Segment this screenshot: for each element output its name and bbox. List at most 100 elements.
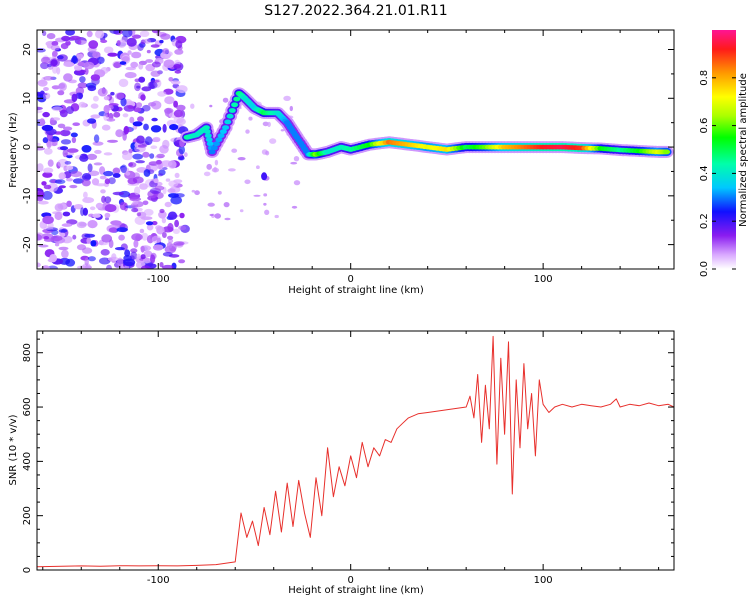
noise-speckle (118, 78, 129, 88)
noise-speckle (57, 123, 66, 129)
noise-speckle (47, 182, 59, 192)
noise-speckle (62, 149, 68, 158)
noise-speckle (248, 116, 253, 121)
noise-speckle (262, 121, 269, 127)
noise-speckle (173, 109, 183, 118)
noise-speckle (172, 228, 180, 234)
noise-speckle (90, 240, 97, 247)
noise-speckle (103, 112, 108, 121)
noise-speckle (264, 209, 270, 215)
noise-speckle (190, 103, 195, 109)
noise-speckle (142, 200, 149, 206)
x-tick-label: -100 (147, 274, 170, 285)
noise-speckle (99, 257, 111, 265)
noise-speckle (173, 241, 185, 246)
noise-speckle (143, 169, 151, 177)
noise-speckle (129, 116, 135, 124)
noise-speckle (119, 201, 127, 211)
noise-speckle (66, 200, 72, 207)
noise-speckle (41, 124, 54, 132)
noise-speckle (66, 178, 73, 182)
noise-speckle (108, 227, 118, 233)
noise-speckle (132, 121, 143, 127)
noise-speckle (77, 62, 86, 67)
noise-speckle (150, 254, 156, 264)
noise-speckle (138, 76, 146, 83)
ridge-mark (210, 145, 218, 151)
x-tick-label: 0 (348, 274, 354, 285)
snr-panel: -100 0 100 0 200 400 600 800 Height of straight… (8, 330, 675, 596)
noise-speckle (94, 149, 102, 154)
noise-speckle (120, 97, 127, 107)
noise-speckle (139, 30, 150, 37)
noise-speckle (129, 197, 142, 202)
noise-speckle (214, 213, 221, 219)
noise-speckle (293, 180, 301, 186)
noise-speckle (209, 213, 214, 217)
noise-speckle (37, 147, 46, 151)
noise-speckle (47, 265, 58, 269)
noise-speckle (159, 262, 164, 268)
noise-speckle (162, 123, 167, 133)
noise-speckle (43, 76, 54, 81)
noise-speckle (154, 185, 165, 191)
noise-speckle (253, 194, 261, 197)
noise-speckle (103, 170, 114, 177)
snr-x-axis-label: Height of straight line (km) (288, 585, 424, 596)
noise-speckle (61, 249, 69, 259)
noise-speckle (84, 233, 96, 238)
noise-speckle (104, 196, 112, 204)
noise-speckle (116, 227, 128, 233)
noise-speckle (37, 163, 44, 172)
noise-speckle (156, 226, 165, 235)
noise-speckle (58, 229, 68, 233)
noise-speckle (73, 204, 84, 210)
noise-speckle (107, 52, 118, 57)
ridge-mark (226, 113, 234, 119)
noise-speckle (164, 96, 175, 105)
noise-speckle (263, 193, 268, 197)
noise-speckle (76, 53, 84, 59)
noise-speckle (58, 83, 66, 89)
noise-speckle (214, 159, 219, 166)
noise-speckle (71, 93, 78, 102)
noise-speckle (103, 152, 113, 156)
noise-speckle (43, 87, 49, 91)
noise-speckle (121, 56, 130, 62)
noise-speckle (120, 164, 128, 174)
noise-speckle (239, 209, 244, 213)
noise-speckle (42, 215, 54, 225)
noise-speckle (113, 62, 121, 69)
noise-speckle (209, 104, 213, 108)
noise-speckle (136, 135, 145, 144)
noise-speckle (71, 136, 77, 144)
noise-speckle (57, 90, 65, 96)
noise-speckle (115, 92, 125, 100)
noise-speckle (49, 58, 60, 67)
noise-speckle (146, 235, 154, 244)
noise-speckle (75, 92, 84, 99)
noise-speckle (166, 242, 173, 249)
noise-speckle (237, 157, 246, 161)
noise-speckle (88, 40, 99, 49)
noise-speckle (132, 153, 143, 160)
noise-speckle (160, 33, 171, 40)
noise-speckle (93, 134, 100, 143)
noise-speckle (174, 193, 185, 198)
noise-speckle (283, 95, 291, 101)
noise-speckle (124, 72, 137, 79)
noise-speckle (167, 222, 174, 232)
noise-speckle (174, 49, 184, 55)
noise-speckle (37, 196, 44, 202)
noise-speckle (76, 221, 87, 229)
noise-speckle (206, 163, 212, 170)
noise-speckle (169, 124, 179, 131)
noise-speckle (111, 253, 117, 261)
noise-speckle (165, 178, 171, 182)
noise-speckle (138, 63, 144, 70)
noise-speckle (81, 179, 91, 187)
noise-speckle (38, 244, 49, 248)
noise-speckle (162, 252, 173, 257)
noise-speckle (141, 265, 151, 269)
